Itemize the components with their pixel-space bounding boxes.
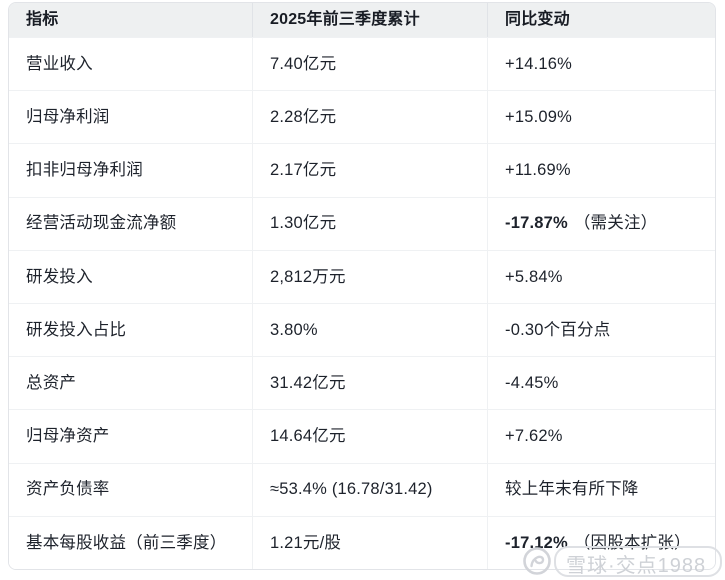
change-text: +14.16% (505, 54, 572, 73)
value-cell: 1.21元/股 (252, 516, 487, 569)
change-text: +15.09% (505, 107, 572, 126)
change-text: -4.45% (505, 374, 559, 392)
change-cell: +5.84% (487, 250, 715, 304)
header-yoy-change: 同比变动 (487, 3, 715, 37)
value-cell: 31.42亿元 (252, 357, 487, 410)
indicator-cell: 基本每股收益（前三季度） (26, 533, 227, 552)
change-text: 较上年末有所下降 (505, 480, 639, 499)
indicator-cell: 总资产 (26, 374, 77, 392)
table-row: 归母净利润 2.28亿元 +15.09% (9, 90, 715, 144)
table-row: 扣非归母净利润 2.17亿元 +11.69% (9, 143, 715, 197)
indicator-cell: 资产负债率 (26, 480, 110, 499)
change-cell: +11.69% (487, 144, 715, 197)
change-note: （因股本扩张） (573, 533, 691, 552)
value-cell: 2.17亿元 (252, 144, 487, 197)
table-row: 基本每股收益（前三季度） 1.21元/股 -17.12% （因股本扩张） (9, 515, 715, 569)
value-cell: 2,812万元 (252, 250, 487, 304)
value-cell: 3.80% (252, 304, 487, 357)
financial-summary-table: 指标 2025年前三季度累计 同比变动 营业收入 7.40亿元 +14.16% … (8, 2, 716, 570)
change-text: +5.84% (505, 267, 563, 286)
change-cell: -17.12% （因股本扩张） (487, 516, 715, 569)
value-cell: 1.30亿元 (252, 197, 487, 250)
change-text: +7.62% (505, 427, 563, 446)
table-row: 研发投入占比 3.80% -0.30个百分点 (9, 303, 715, 357)
table-row: 归母净资产 14.64亿元 +7.62% (9, 409, 715, 463)
change-cell: -0.30个百分点 (487, 304, 715, 357)
value-cell: 7.40亿元 (252, 38, 487, 91)
indicator-cell: 归母净资产 (26, 427, 110, 446)
change-text-bold: -17.87% (505, 214, 568, 233)
change-text-bold: -17.12% (505, 533, 568, 552)
table-row: 经营活动现金流净额 1.30亿元 -17.87% （需关注） (9, 196, 715, 250)
header-indicator: 指标 (26, 11, 59, 28)
table-row: 研发投入 2,812万元 +5.84% (9, 249, 715, 304)
indicator-cell: 研发投入 (26, 267, 93, 286)
indicator-cell: 归母净利润 (26, 107, 110, 126)
table-row: 资产负债率 ≈53.4% (16.78/31.42) 较上年末有所下降 (9, 462, 715, 516)
change-cell: -4.45% (487, 357, 715, 410)
change-cell: 较上年末有所下降 (487, 463, 715, 516)
indicator-cell: 扣非归母净利润 (26, 161, 143, 180)
table-row: 总资产 31.42亿元 -4.45% (9, 356, 715, 410)
change-note: （需关注） (573, 214, 658, 233)
change-text: -0.30个百分点 (505, 320, 611, 339)
value-cell: 14.64亿元 (252, 410, 487, 463)
change-cell: +14.16% (487, 38, 715, 91)
change-cell: +7.62% (487, 410, 715, 463)
value-cell: 2.28亿元 (252, 91, 487, 144)
indicator-cell: 经营活动现金流净额 (26, 214, 177, 233)
value-cell: ≈53.4% (16.78/31.42) (252, 463, 487, 516)
change-text: +11.69% (505, 161, 571, 180)
table-row: 营业收入 7.40亿元 +14.16% (9, 37, 715, 91)
change-cell: -17.87% （需关注） (487, 197, 715, 250)
header-period-total: 2025年前三季度累计 (252, 3, 487, 37)
indicator-cell: 营业收入 (26, 54, 93, 73)
table-header-row: 指标 2025年前三季度累计 同比变动 (9, 3, 715, 37)
table-body: 营业收入 7.40亿元 +14.16% 归母净利润 2.28亿元 +15.09%… (9, 37, 715, 569)
change-cell: +15.09% (487, 91, 715, 144)
indicator-cell: 研发投入占比 (26, 320, 127, 339)
